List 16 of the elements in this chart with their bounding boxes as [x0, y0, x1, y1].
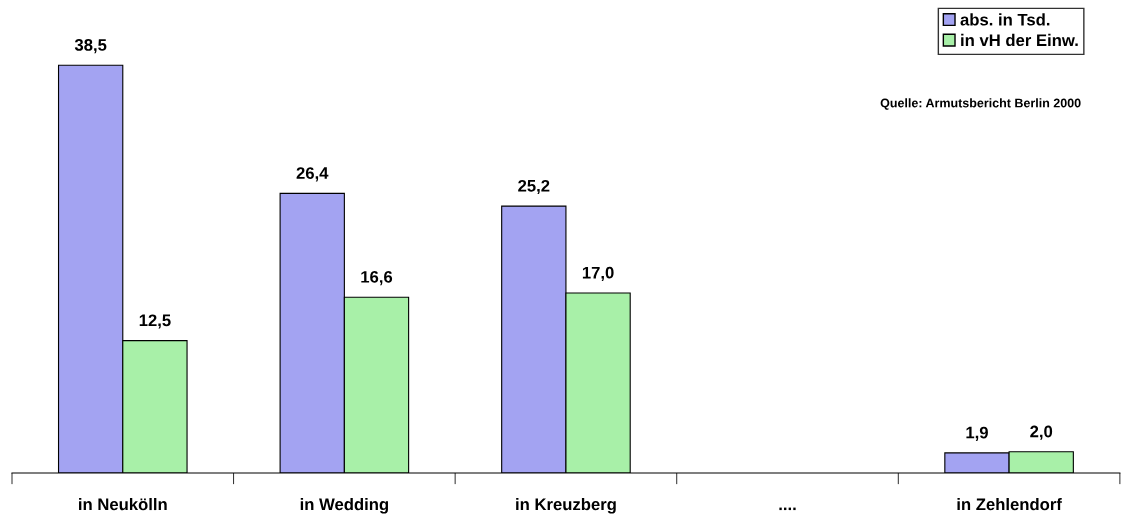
x-tick-label: .... [779, 507, 796, 511]
x-tick-label: in Neukölln [79, 498, 167, 511]
data-label: 38,5 [74, 39, 107, 54]
legend-label: in vH der Einw. [961, 33, 1078, 47]
data-label: 1,9 [966, 426, 988, 441]
annotation: Quelle: Armutsbericht Berlin 2000 [880, 98, 1081, 110]
data-label: 17,0 [582, 266, 614, 281]
data-label: 2,0 [1030, 425, 1053, 440]
data-label: 25,2 [518, 179, 550, 195]
x-tick-label: in Zehlendorf [957, 498, 1062, 511]
data-label: 16,6 [361, 270, 393, 286]
x-tick-label: in Kreuzberg [516, 498, 616, 514]
data-label: 12,5 [139, 314, 171, 329]
data-label: 26,4 [296, 167, 329, 182]
legend-label: abs. in Tsd. [960, 13, 1050, 26]
x-tick-label: in Wedding [300, 498, 388, 514]
